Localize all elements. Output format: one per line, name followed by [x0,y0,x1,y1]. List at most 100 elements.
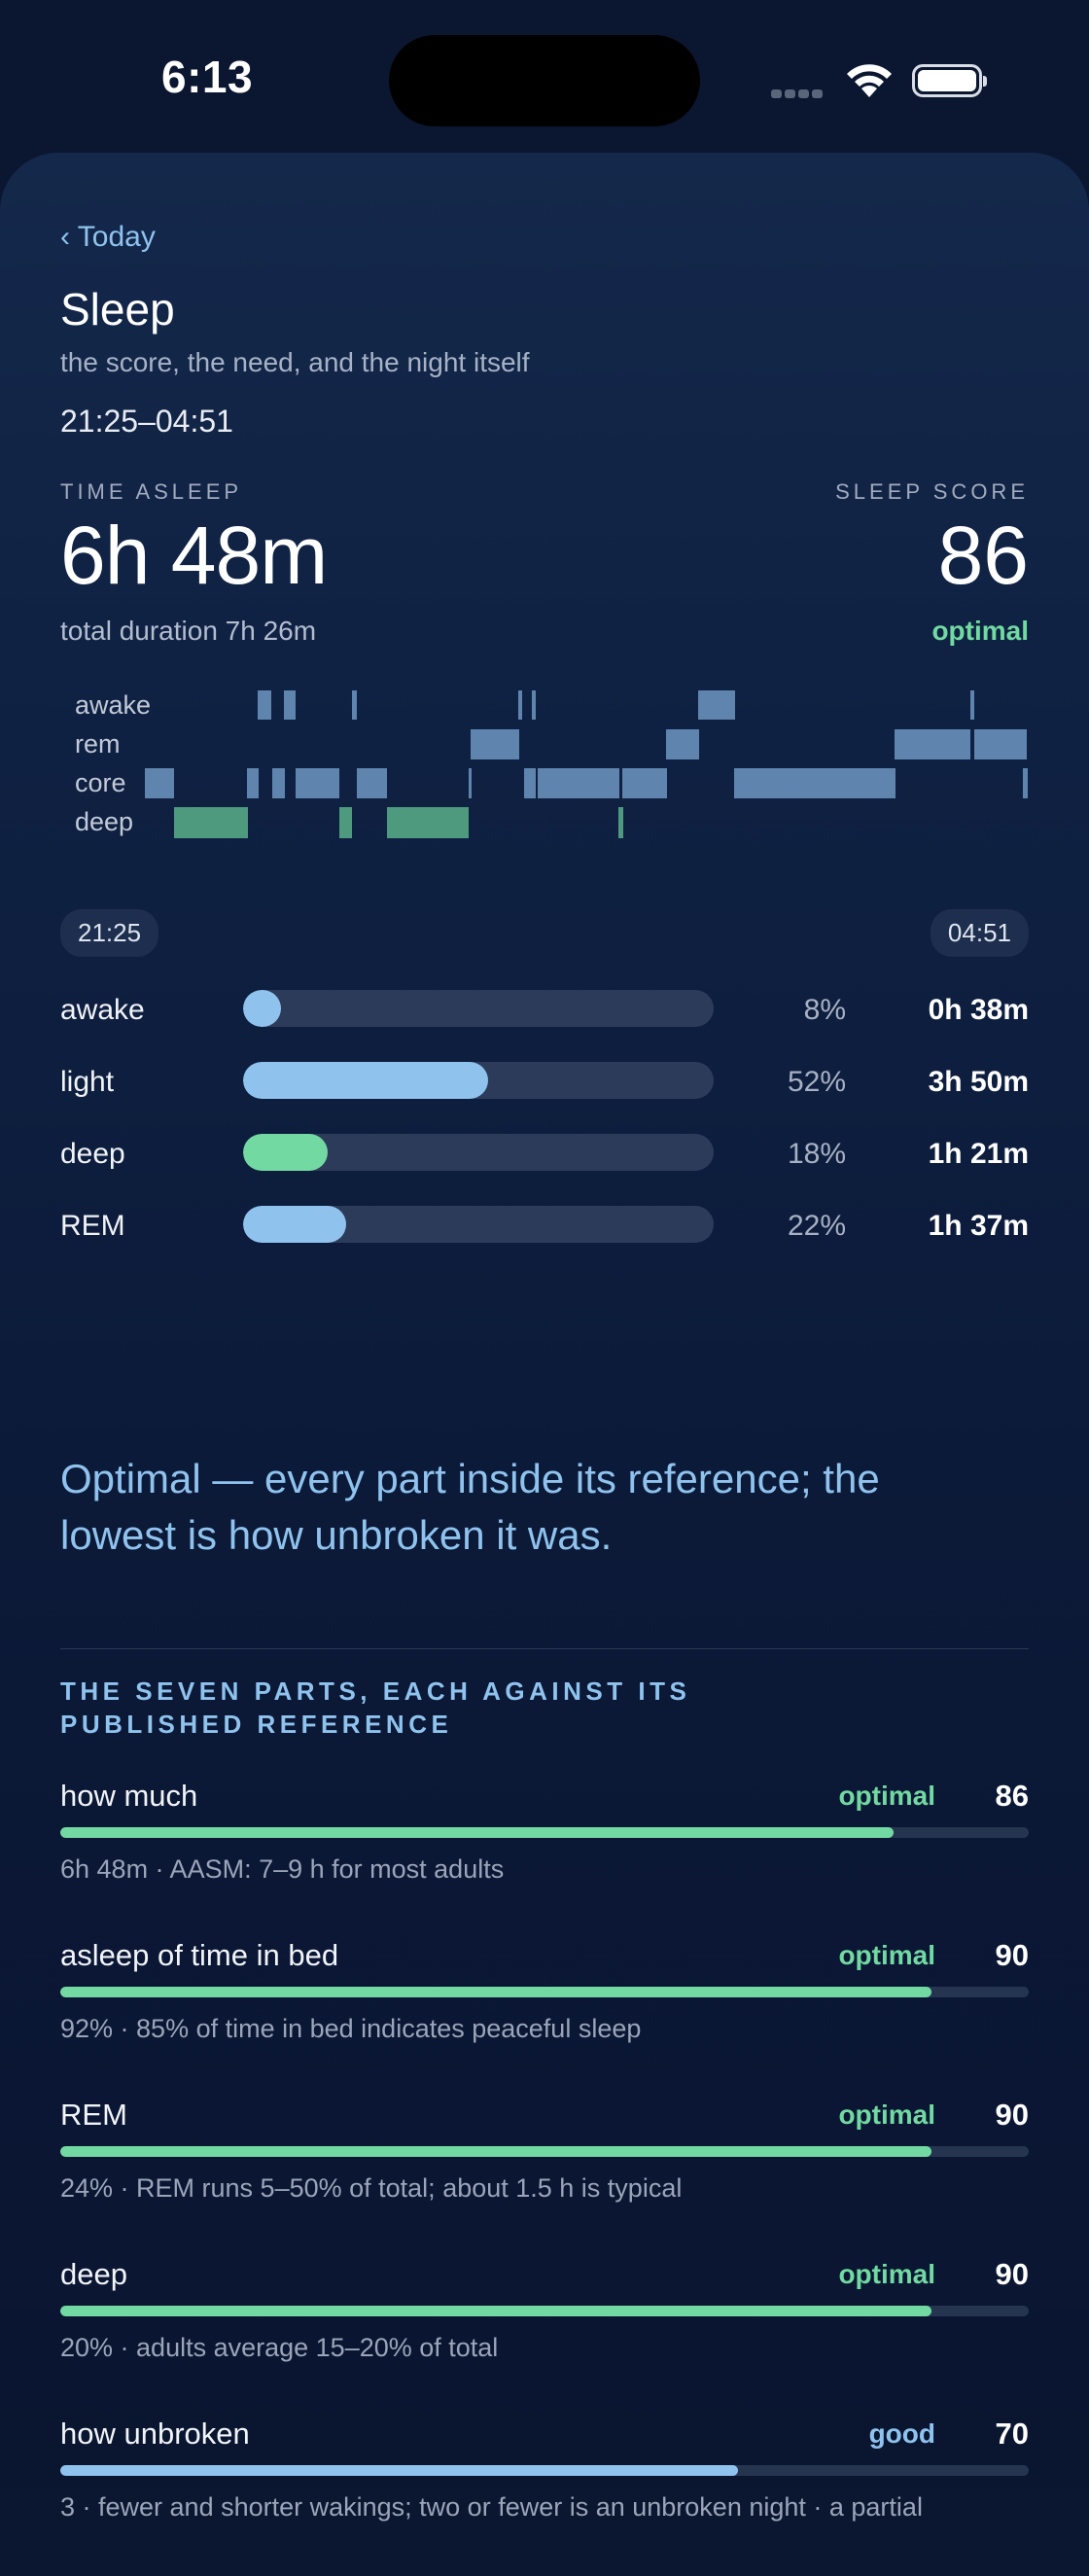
hypnogram: awake rem core deep [60,683,1029,838]
hypnogram-segment-awake [352,690,357,720]
stage-breakdown: awake 8% 0h 38m light 52% 3h 50m deep 18… [60,990,1029,1282]
part-name: deep [60,2257,127,2291]
back-button[interactable]: ‹ Today [60,221,156,253]
hypnogram-segment-rem [666,729,699,759]
part-description: 20% · adults average 15–20% of total [60,2333,499,2362]
breakdown-bar-track [243,1062,714,1099]
score-part-row: how much optimal 86 6h 48m · AASM: 7–9 h… [60,1779,1029,1938]
score-part-row: asleep of time in bed optimal 90 92% · 8… [60,1938,1029,2098]
part-name: how much [60,1779,198,1813]
part-bar-fill [60,1827,894,1838]
score-parts-list: how much optimal 86 6h 48m · AASM: 7–9 h… [60,1779,1029,2576]
part-score: 90 [995,2257,1029,2291]
hypnogram-segment-rem [895,729,970,759]
hypnogram-segment-core [145,768,174,798]
hypnogram-segment-core [538,768,619,798]
hypnogram-segment-rem [471,729,519,759]
score-category: optimal [931,616,1029,646]
hypnogram-segment-core [734,768,896,798]
breakdown-bar-fill [243,1134,329,1171]
hypnogram-segment-core [1023,768,1028,798]
breakdown-duration: 1h 37m [928,1210,1029,1242]
hypnogram-segment-core [296,768,339,798]
hypnogram-segment-core [357,768,387,798]
part-bar-track [60,2306,1029,2316]
part-category: optimal [838,1781,935,1811]
stage-label-rem: rem [75,729,121,759]
hypnogram-segment-core [469,768,472,798]
breakdown-duration: 0h 38m [928,994,1029,1026]
part-description: 3 · fewer and shorter wakings; two or fe… [60,2492,923,2522]
hypnogram-segment-awake [698,690,735,720]
hypnogram-segment-core [272,768,285,798]
breakdown-row-deep: deep 18% 1h 21m [60,1134,1029,1210]
breakdown-bar-fill [243,1206,347,1243]
breakdown-bar-track [243,1134,714,1171]
stage-label-awake: awake [75,690,152,720]
breakdown-bar-track [243,1206,714,1243]
part-bar-track [60,2146,1029,2157]
stage-label-deep: deep [75,807,134,836]
score-part-row: REM optimal 90 24% · REM runs 5–50% of t… [60,2098,1029,2257]
breakdown-duration: 3h 50m [928,1066,1029,1098]
breakdown-percent: 8% [803,994,846,1026]
part-score: 86 [995,1779,1029,1813]
parts-heading: THE SEVEN PARTS, EACH AGAINST ITS PUBLIS… [60,1676,691,1739]
battery-icon [912,64,987,97]
part-bar-track [60,1827,1029,1838]
breakdown-percent: 52% [787,1066,846,1098]
part-bar-track [60,2465,1029,2476]
hypnogram-segment-deep [618,807,623,838]
breakdown-name: REM [60,1210,125,1242]
sleep-range: 21:25–04:51 [60,404,233,439]
breakdown-percent: 22% [787,1210,846,1242]
cellular-signal-icon [771,86,826,103]
end-time-pill: 04:51 [930,909,1029,957]
total-duration: total duration 7h 26m [60,616,317,646]
stage-label-core: core [75,768,126,797]
page-title: Sleep [60,284,175,335]
part-description: 6h 48m · AASM: 7–9 h for most adults [60,1854,505,1884]
clock: 6:13 [161,52,254,102]
part-description: 92% · 85% of time in bed indicates peace… [60,2014,642,2043]
hypnogram-segment-awake [970,690,974,720]
part-category: optimal [838,2259,935,2289]
breakdown-bar-fill [243,990,281,1027]
score-summary: Optimal — every part inside its referenc… [60,1456,880,1558]
hypnogram-segment-core [622,768,667,798]
part-category: optimal [838,2100,935,2130]
sleep-sheet: ‹ Today Sleep the score, the need, and t… [0,153,1089,2522]
part-bar-fill [60,2146,932,2157]
part-name: REM [60,2098,127,2132]
page-subtitle: the score, the need, and the night itsel… [60,347,530,377]
breakdown-name: light [60,1066,115,1098]
breakdown-duration: 1h 21m [928,1138,1029,1170]
hypnogram-segment-deep [339,807,352,838]
part-category: good [868,2418,935,2449]
part-score: 90 [995,1938,1029,1972]
start-time-pill: 21:25 [60,909,159,957]
part-bar-fill [60,1987,932,1997]
breakdown-bar-fill [243,1062,488,1099]
part-score: 90 [995,2098,1029,2132]
divider [60,1648,1029,1649]
part-description: 24% · REM runs 5–50% of total; about 1.5… [60,2173,683,2203]
hypnogram-segment-core [247,768,259,798]
hypnogram-segment-awake [518,690,522,720]
breakdown-row-light: light 52% 3h 50m [60,1062,1029,1138]
hypnogram-segment-awake [258,690,271,720]
part-bar-fill [60,2465,739,2476]
breakdown-row-awake: awake 8% 0h 38m [60,990,1029,1066]
hypnogram-segment-deep [387,807,469,838]
part-bar-fill [60,2306,932,2316]
breakdown-name: deep [60,1138,125,1170]
time-asleep-value: 6h 48m [60,510,328,601]
breakdown-bar-track [243,990,714,1027]
part-category: optimal [838,1940,935,1970]
sleep-score-label: SLEEP SCORE [835,479,1029,504]
sleep-score-value: 86 [937,510,1029,601]
part-name: how unbroken [60,2417,250,2451]
time-asleep-label: TIME ASLEEP [60,479,243,504]
score-part-row: how unbroken good 70 3 · fewer and short… [60,2417,1029,2576]
part-score: 70 [995,2417,1029,2451]
